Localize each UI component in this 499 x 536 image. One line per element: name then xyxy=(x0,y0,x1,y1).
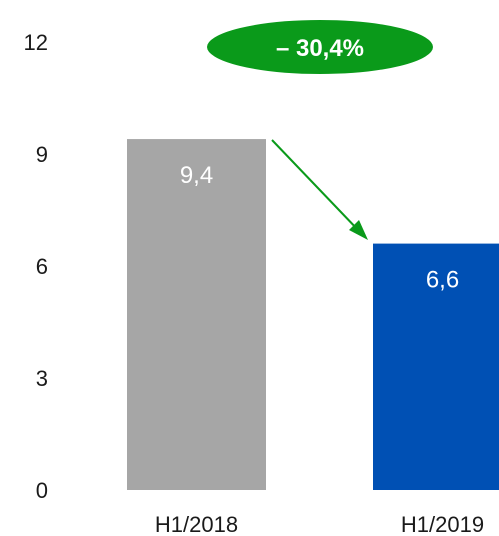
bar-data-label: 6,6 xyxy=(426,267,459,294)
y-tick-label: 12 xyxy=(24,30,48,55)
y-tick-label: 9 xyxy=(36,142,48,167)
y-axis-ticks: 0 3 6 9 12 xyxy=(24,30,48,503)
y-tick-label: 0 xyxy=(36,478,48,503)
bar xyxy=(373,243,499,490)
bars xyxy=(127,139,499,491)
change-arrow xyxy=(271,139,361,233)
y-tick-label: 3 xyxy=(36,366,48,391)
change-arrow-head xyxy=(349,220,368,240)
change-badge-label: – 30,4% xyxy=(276,35,364,62)
bar-data-label: 9,4 xyxy=(180,162,213,189)
x-category-label: H1/2019 xyxy=(401,512,484,536)
y-tick-label: 6 xyxy=(36,254,48,279)
x-axis-categories: H1/2018 H1/2019 xyxy=(155,512,484,536)
x-category-label: H1/2018 xyxy=(155,512,238,536)
bar xyxy=(127,139,266,491)
data-labels: 9,4 6,6 xyxy=(180,162,459,294)
change-badge xyxy=(205,18,435,76)
change-annotation: – 30,4% xyxy=(205,18,435,240)
